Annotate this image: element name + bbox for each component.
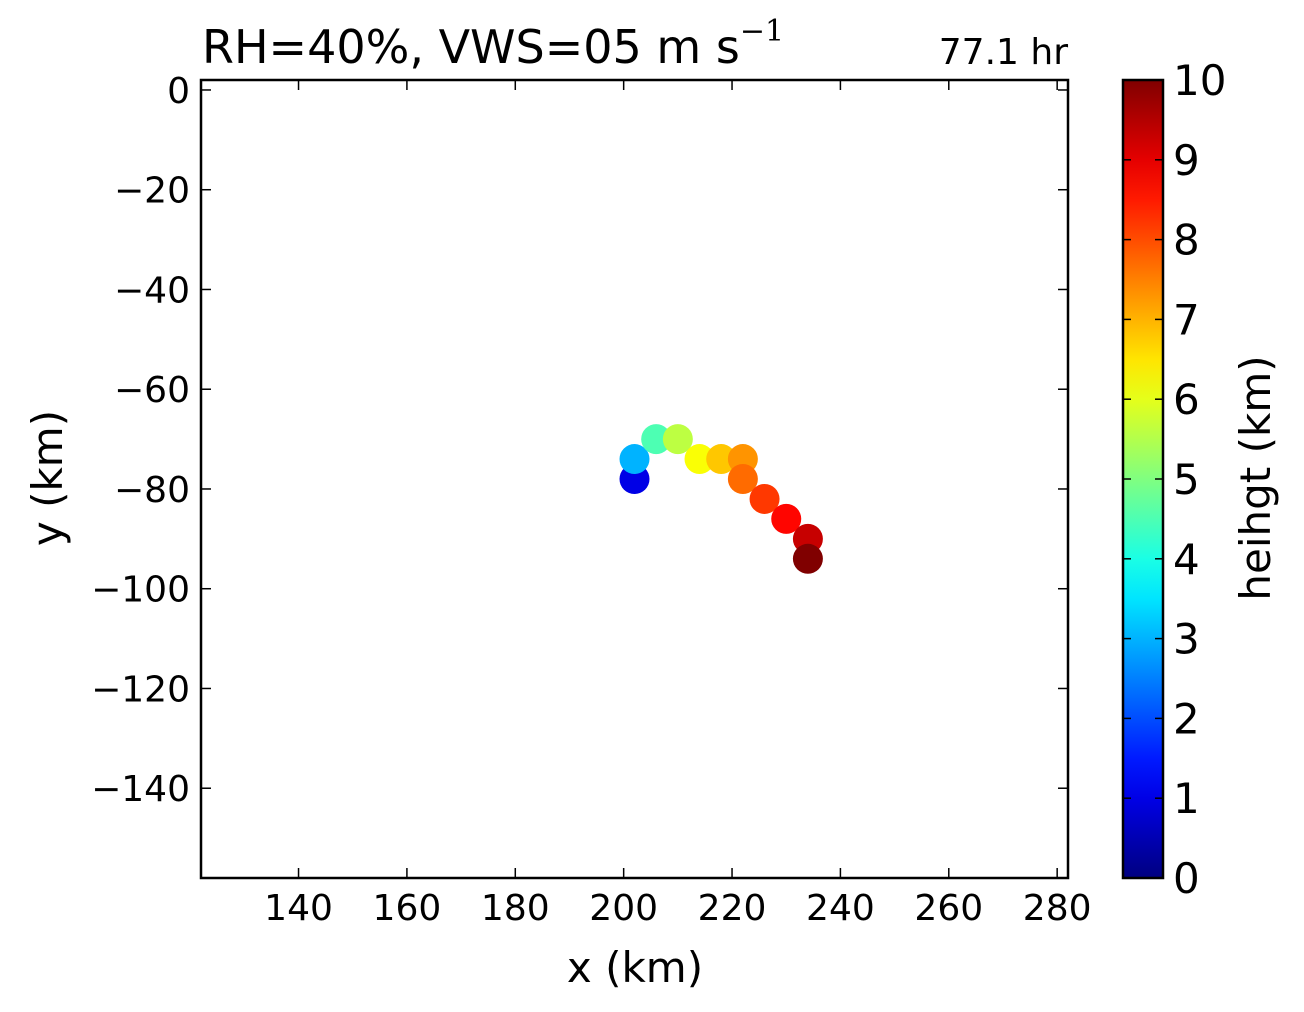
- colorbar-tick-label: 5: [1173, 455, 1200, 504]
- y-tick-label: 0: [167, 71, 190, 112]
- data-points: [619, 424, 823, 574]
- x-tick-label: 140: [264, 888, 333, 929]
- x-tick-label: 220: [698, 888, 767, 929]
- y-tick-label: −60: [114, 370, 190, 411]
- colorbar-tick-label: 1: [1173, 774, 1200, 823]
- x-tick-label: 240: [806, 888, 875, 929]
- data-point: [641, 424, 672, 455]
- x-tick-label: 180: [481, 888, 550, 929]
- data-point: [749, 483, 780, 514]
- data-point: [771, 503, 802, 534]
- data-point: [684, 444, 715, 475]
- data-point: [727, 464, 758, 494]
- data-point: [619, 444, 650, 475]
- colorbar-tick-label: 3: [1173, 615, 1200, 664]
- colorbar-tick-label: 10: [1173, 56, 1226, 105]
- colorbar-label: heihgt (km): [1231, 355, 1280, 600]
- colorbar-tick-label: 0: [1173, 854, 1200, 903]
- colorbar-tick-label: 7: [1173, 295, 1200, 344]
- x-tick-label: 280: [1023, 888, 1092, 929]
- colorbar-ticks: 0 1 2 3 4 5 6 7 8 9 10: [1123, 56, 1226, 903]
- x-tick-label: 160: [373, 888, 442, 929]
- y-axis-label: y (km): [23, 410, 72, 546]
- colorbar-tick-label: 6: [1173, 375, 1200, 424]
- y-tick-label: −80: [114, 470, 190, 511]
- colorbar-tick-label: 9: [1173, 136, 1200, 185]
- y-tick-label: −20: [114, 171, 190, 212]
- colorbar-tick-label: 2: [1173, 694, 1200, 743]
- chart-title-superscript: −1: [740, 14, 784, 49]
- axis-ticks: [201, 80, 1068, 878]
- chart-title: RH=40%, VWS=05 m s−1: [202, 14, 784, 74]
- x-axis-label: x (km): [567, 943, 703, 992]
- chart-title-main: RH=40%, VWS=05 m s: [202, 20, 740, 74]
- x-tick-label: 200: [589, 888, 658, 929]
- data-point: [792, 543, 823, 574]
- y-tick-label: −120: [91, 669, 190, 710]
- y-tick-label: −40: [114, 270, 190, 311]
- y-tick-label: −140: [91, 769, 190, 810]
- x-tick-label: 260: [914, 888, 983, 929]
- data-point: [662, 424, 693, 455]
- colorbar-tick-label: 8: [1173, 216, 1200, 265]
- time-annotation: 77.1 hr: [939, 32, 1068, 73]
- axis-tick-labels: 140 160 180 200 220 240 260 280 0 −20 −40 −60 −80 −10…: [91, 71, 1091, 929]
- data-point: [706, 444, 737, 475]
- colorbar-tick-label: 4: [1173, 535, 1200, 584]
- y-tick-label: −100: [91, 570, 190, 611]
